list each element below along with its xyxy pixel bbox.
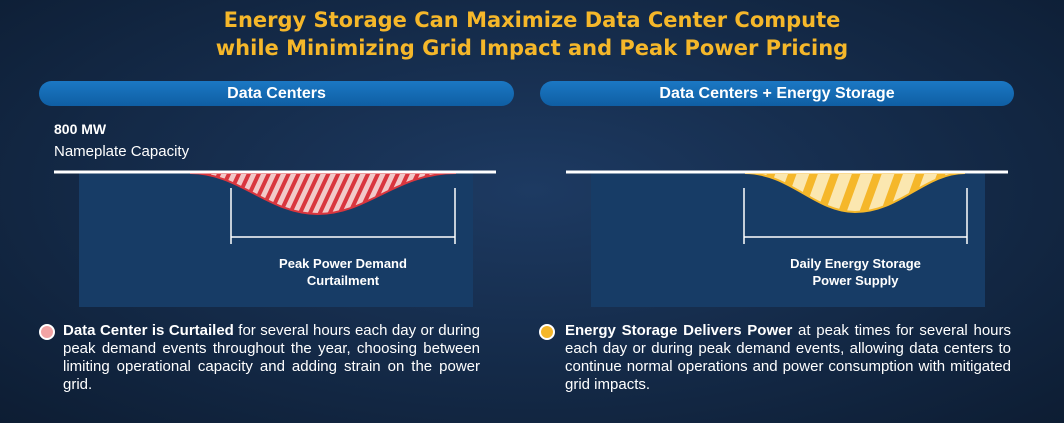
right-annotation-line-1: Daily Energy Storage bbox=[790, 256, 921, 271]
page-title: Energy Storage Can Maximize Data Center … bbox=[0, 6, 1064, 62]
left-bullet-dot bbox=[39, 324, 55, 340]
capacity-label: Nameplate Capacity bbox=[54, 143, 190, 160]
left-description: Data Center is Curtailed for several hou… bbox=[63, 322, 480, 394]
left-curtailment-fill bbox=[189, 172, 457, 216]
right-description: Energy Storage Delivers Power at peak ti… bbox=[565, 322, 1011, 394]
right-panel-header: Data Centers + Energy Storage bbox=[540, 81, 1014, 106]
right-annotation-line-2: Power Supply bbox=[812, 273, 899, 288]
left-annotation-line-2: Curtailment bbox=[306, 273, 380, 288]
title-line-2: while Minimizing Grid Impact and Peak Po… bbox=[215, 36, 849, 60]
left-description-text: for several hours each day or during pea… bbox=[63, 322, 480, 393]
capacity-value: 800 MW bbox=[54, 121, 107, 137]
right-annotation: Daily Energy Storage Power Supply bbox=[744, 255, 967, 289]
right-panel-area bbox=[591, 173, 985, 307]
left-annotation: Peak Power Demand Curtailment bbox=[231, 255, 455, 289]
title-line-1: Energy Storage Can Maximize Data Center … bbox=[223, 8, 841, 32]
right-storage-fill bbox=[744, 172, 966, 214]
left-annotation-line-1: Peak Power Demand bbox=[279, 256, 407, 271]
left-description-bold: Data Center is Curtailed bbox=[63, 322, 234, 339]
right-description-bold: Energy Storage Delivers Power bbox=[565, 322, 793, 339]
right-bullet-dot bbox=[539, 324, 555, 340]
left-panel-header: Data Centers bbox=[39, 81, 514, 106]
right-description-text: at peak times for several hours each day… bbox=[565, 322, 1011, 393]
